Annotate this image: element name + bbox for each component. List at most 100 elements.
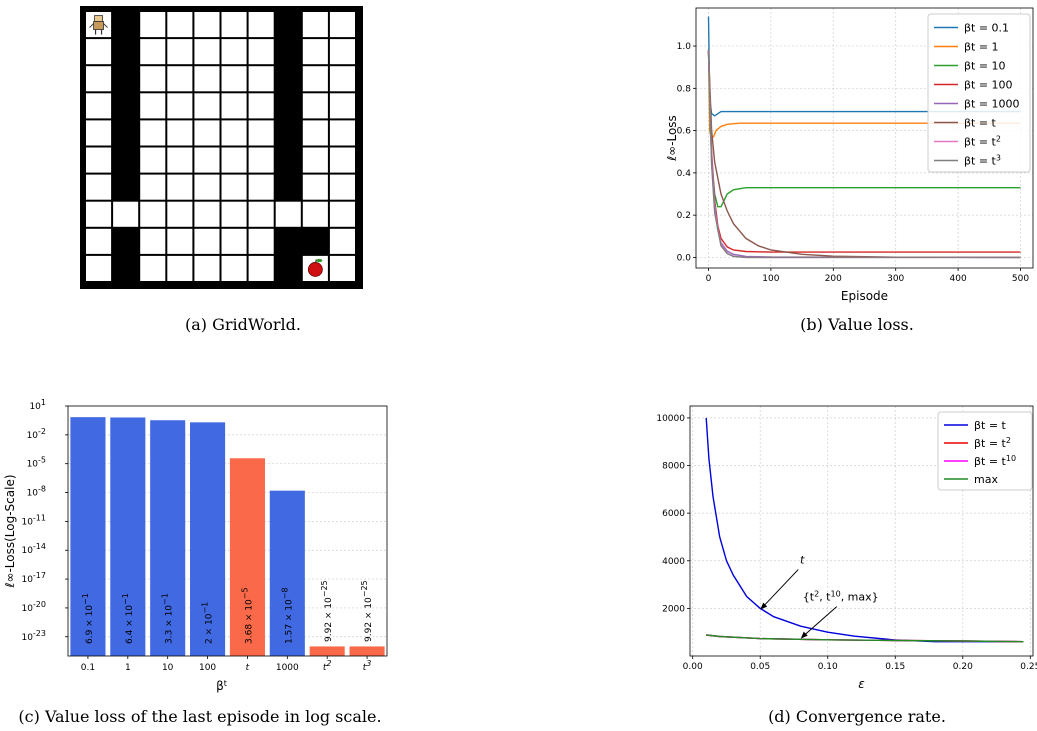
legend-label: βt = t (974, 419, 1007, 432)
grid-cell (302, 120, 328, 146)
x-tick-label: 300 (887, 274, 904, 284)
grid-cell (140, 120, 166, 146)
plot-frame (67, 405, 388, 657)
y-axis-label: ℓ∞-Loss (665, 115, 679, 162)
x-tick-label: 0.25 (1020, 662, 1037, 672)
x-tick-label: 0.20 (953, 662, 973, 672)
y-tick-label: 0.6 (677, 127, 692, 137)
wall-cell (275, 12, 301, 38)
grid-cell (167, 39, 193, 65)
legend-box (937, 411, 1033, 491)
grid-cell (248, 120, 274, 146)
grid-cell (221, 174, 247, 200)
wall-cell (113, 39, 139, 65)
wall-cell (275, 120, 301, 146)
grid-cell (248, 174, 274, 200)
wall-cell (275, 255, 301, 281)
y-tick-label: 10-17 (21, 571, 46, 585)
grid-cell (275, 201, 301, 227)
x-tick-label: 1000 (276, 663, 299, 673)
y-tick-label: 0.2 (677, 211, 691, 221)
bar (110, 417, 146, 656)
grid-cell (113, 201, 139, 227)
x-tick-label: t (246, 663, 250, 673)
caption-a: (a) GridWorld. (185, 315, 301, 334)
y-tick-label: 10-14 (21, 542, 46, 556)
wall-cell (113, 120, 139, 146)
legend-label: βt = 0.1 (964, 22, 1009, 35)
bar (70, 417, 106, 656)
y-tick-label: 0.0 (677, 253, 692, 263)
grid-cell (140, 228, 166, 254)
x-tick-label: 400 (950, 274, 967, 284)
annotation-arrowhead (760, 602, 768, 610)
plot-frame (689, 405, 1034, 657)
legend-label: βt = t2 (964, 135, 1001, 149)
y-tick-label: 0.4 (677, 169, 692, 179)
x-tick-label: 100 (199, 663, 216, 673)
grid-cell (86, 201, 112, 227)
x-tick-label: 0.00 (683, 662, 703, 672)
grid-cell (248, 93, 274, 119)
bar-value-label: 6.9 × 10−1 (81, 593, 95, 644)
grid-cell (194, 93, 220, 119)
grid-cell (86, 147, 112, 173)
legend-label: βt = 1 (964, 41, 999, 54)
grid-cell (86, 174, 112, 200)
y-tick-label: 10-23 (21, 629, 46, 643)
wall-cell (113, 255, 139, 281)
bar-value-label: 2 × 10−1 (201, 602, 215, 644)
grid-cell (248, 12, 274, 38)
x-axis-label: βt (216, 679, 227, 693)
wall-cell (113, 12, 139, 38)
bar (349, 646, 385, 656)
grid-cell (248, 147, 274, 173)
y-tick-label: 10000 (656, 414, 685, 424)
grid-cell (302, 174, 328, 200)
grid-cell (194, 201, 220, 227)
grid-cell (194, 120, 220, 146)
grid-cell (167, 12, 193, 38)
grid-cell (302, 93, 328, 119)
grid-cell (194, 39, 220, 65)
y-tick-label: 10-2 (27, 427, 46, 441)
grid-cell (329, 120, 355, 146)
grid-cell (302, 66, 328, 92)
y-tick-label: 101 (29, 398, 46, 412)
y-tick-label: 1.0 (677, 42, 692, 52)
annotation-arrowhead (800, 631, 808, 639)
grid-cell (329, 174, 355, 200)
x-tick-label: 0 (706, 274, 712, 284)
x-tick-label: 0.05 (750, 662, 770, 672)
wall-cell (275, 228, 301, 254)
x-tick-label: 200 (825, 274, 842, 284)
grid-cell (329, 228, 355, 254)
wall-cell (275, 66, 301, 92)
bar-value-label: 9.92 × 10−25 (360, 580, 374, 642)
grid-cell (194, 228, 220, 254)
grid-cell (86, 255, 112, 281)
annotation-label: {t2, t10, max} (803, 590, 879, 604)
grid-cell (248, 228, 274, 254)
bar-value-label: 3.3 × 10−1 (161, 593, 175, 644)
legend-label: βt = t (964, 117, 997, 130)
value-loss-chart: 0 100 200 300 400 500 0.0 0.2 0.4 0.6 0.8 1.0 Episod… (665, 7, 1034, 303)
grid-cell (329, 255, 355, 281)
grid-cell (167, 174, 193, 200)
annotation-label: t (800, 554, 805, 567)
grid-cell (221, 255, 247, 281)
x-axis-label: ε (858, 677, 865, 691)
grid-cell (248, 201, 274, 227)
bar-value-label: 9.92 × 10−25 (320, 580, 334, 642)
y-tick-label: 4000 (662, 557, 685, 567)
legend-label: βt = 100 (964, 79, 1013, 92)
caption-d: (d) Convergence rate. (768, 707, 946, 726)
grid-cell (248, 66, 274, 92)
grid-cell (329, 93, 355, 119)
grid-cell (167, 93, 193, 119)
grid-cell (194, 12, 220, 38)
grid-cell (302, 147, 328, 173)
grid-cell (167, 147, 193, 173)
series-line-5 (707, 50, 1021, 259)
